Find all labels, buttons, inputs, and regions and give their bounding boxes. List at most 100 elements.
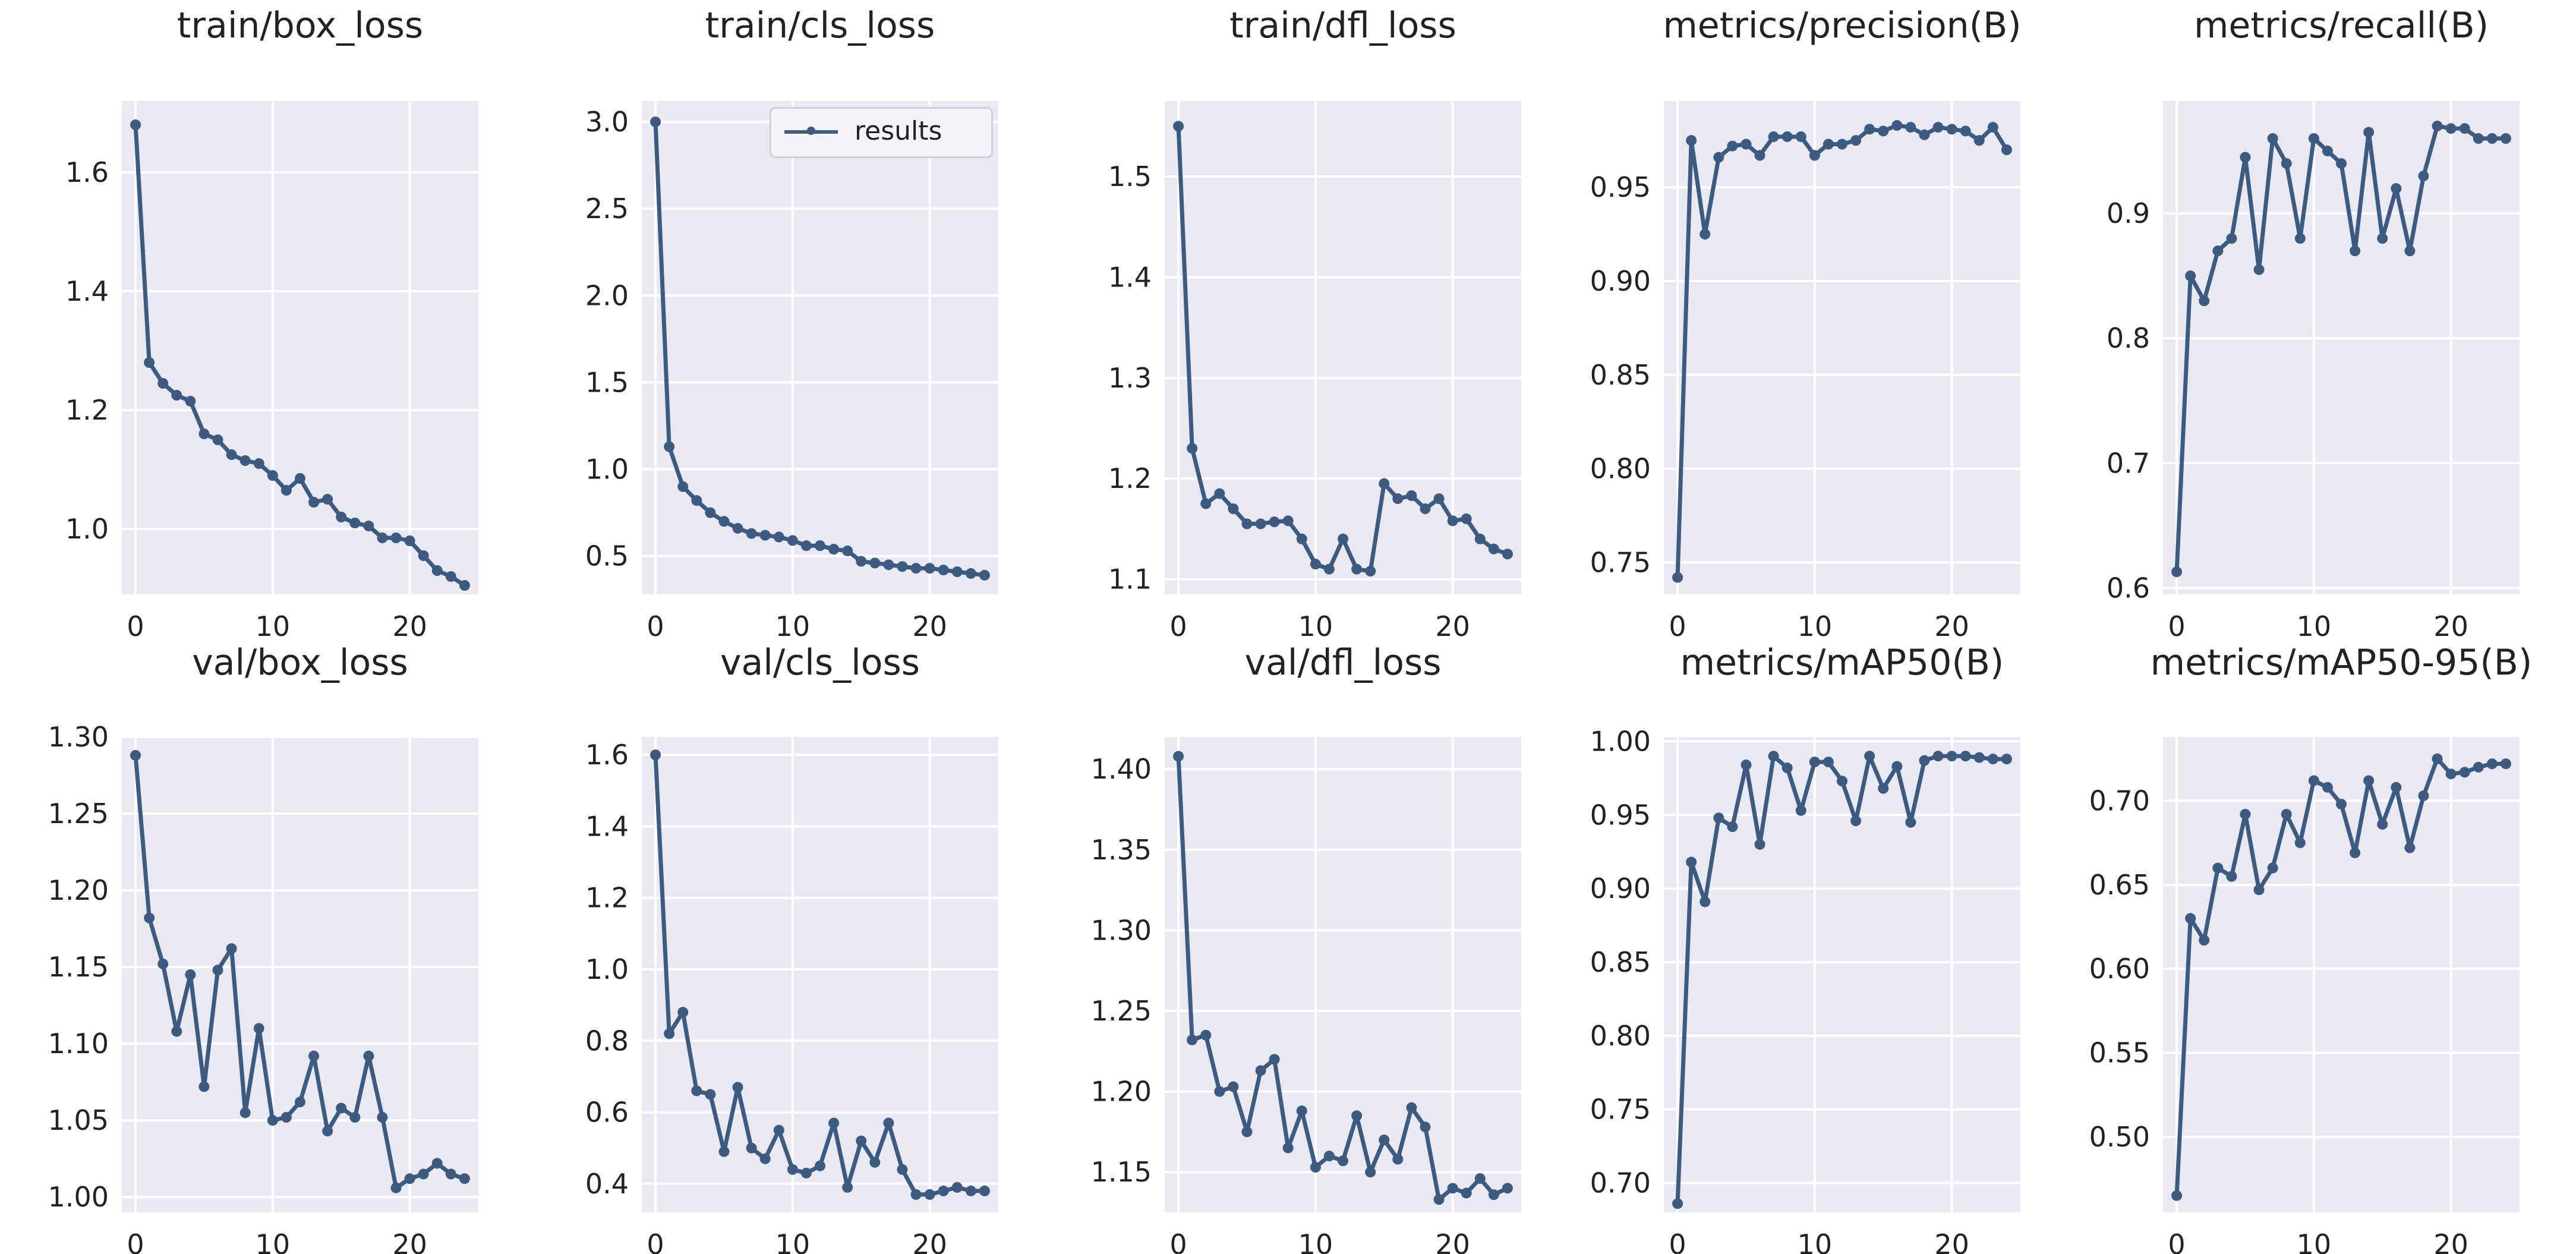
data-point <box>1488 543 1499 554</box>
data-point <box>295 1097 305 1108</box>
data-point <box>924 563 935 574</box>
data-point <box>2432 753 2443 764</box>
plot-area: 0 10 20 0.70 0.75 0.80 0.85 0.90 0.95 1.00 <box>1590 725 2020 1254</box>
y-tick-label: 1.2 <box>585 882 629 914</box>
chart-title: train/cls_loss <box>705 5 935 46</box>
data-point <box>1713 152 1724 163</box>
data-point <box>377 1112 388 1123</box>
legend-line-marker <box>784 127 838 135</box>
data-point <box>1310 559 1321 570</box>
data-point <box>883 559 894 571</box>
data-point <box>1946 751 1957 762</box>
data-point <box>1700 229 1711 240</box>
data-point <box>1850 815 1862 827</box>
data-point <box>979 1185 990 1196</box>
data-point <box>390 533 402 543</box>
y-tick-label: 1.40 <box>1091 753 1152 785</box>
data-point <box>924 1189 935 1200</box>
data-point <box>377 533 388 543</box>
data-point <box>198 428 210 439</box>
y-tick-label: 0.5 <box>585 540 629 572</box>
data-point <box>718 516 730 527</box>
data-point <box>2445 768 2457 780</box>
data-point <box>1754 150 1765 161</box>
data-point <box>1768 131 1779 142</box>
plot-area: 0 10 20 1.00 1.05 1.10 1.15 1.20 1.25 1.30 <box>48 721 478 1254</box>
data-point <box>1878 783 1889 794</box>
y-tick-label: 1.10 <box>48 1028 109 1060</box>
data-point <box>1905 122 1916 133</box>
x-tick-label: 0 <box>647 610 664 642</box>
data-point <box>1823 138 1834 150</box>
data-point <box>1173 751 1184 762</box>
y-tick-label: 0.65 <box>2089 869 2150 901</box>
data-point <box>1461 1187 1472 1199</box>
data-point <box>431 565 443 576</box>
data-point <box>1379 478 1390 489</box>
data-point <box>431 1158 443 1169</box>
data-point <box>1905 817 1916 828</box>
data-point <box>1987 122 1998 133</box>
data-point <box>404 1173 415 1184</box>
data-point <box>664 1028 675 1039</box>
data-point <box>1973 752 1985 763</box>
y-tick-label: 0.9 <box>2107 197 2150 229</box>
y-tick-label: 0.75 <box>1590 1094 1651 1126</box>
y-tick-label: 1.25 <box>48 798 109 830</box>
data-point <box>1392 1154 1404 1165</box>
chart-title: val/cls_loss <box>720 642 920 683</box>
data-point <box>650 116 661 128</box>
y-tick-label: 1.15 <box>48 951 109 983</box>
data-point <box>1960 125 1971 137</box>
x-tick-label: 0 <box>647 1228 664 1254</box>
data-point <box>1932 751 1944 762</box>
data-point <box>130 749 141 761</box>
data-point <box>459 1173 470 1184</box>
data-point <box>1282 1142 1294 1154</box>
data-point <box>1323 563 1335 575</box>
x-tick-label: 20 <box>2433 1228 2468 1254</box>
y-tick-label: 1.20 <box>1091 1076 1152 1108</box>
data-point <box>1255 518 1266 530</box>
plot-area: 0 10 20 0.50 0.55 0.60 0.65 0.70 <box>2089 737 2520 1254</box>
data-point <box>445 1168 456 1180</box>
data-point <box>157 378 169 389</box>
y-tick-label: 1.4 <box>65 275 109 307</box>
data-point <box>280 1112 292 1123</box>
plot-area: 0 10 20 1.1 1.2 1.3 1.4 1.5 <box>1108 101 1521 642</box>
data-point <box>1672 572 1683 583</box>
x-tick-label: 20 <box>912 610 947 642</box>
y-tick-label: 1.30 <box>1091 914 1152 946</box>
data-point <box>1282 515 1294 527</box>
data-point <box>965 568 976 579</box>
data-point <box>1433 493 1445 505</box>
plot-background <box>122 737 478 1212</box>
data-point <box>800 1167 812 1179</box>
data-point <box>171 390 182 401</box>
data-point <box>773 1124 784 1136</box>
data-point <box>938 1185 949 1196</box>
legend-label: results <box>855 116 942 146</box>
y-tick-label: 1.20 <box>48 874 109 906</box>
data-point <box>1782 131 1793 142</box>
data-point <box>897 561 908 572</box>
plot-background <box>1165 737 1521 1212</box>
x-tick-label: 10 <box>2297 1228 2332 1254</box>
data-point <box>828 1117 840 1129</box>
data-point <box>253 458 264 469</box>
data-point <box>1919 129 1930 140</box>
y-tick-label: 0.75 <box>1590 546 1651 578</box>
data-point <box>1850 135 1862 146</box>
plot-background <box>642 101 998 594</box>
chart-title: metrics/precision(B) <box>1663 5 2022 46</box>
data-point <box>2001 754 2012 765</box>
data-point <box>1379 1134 1390 1145</box>
data-point <box>1502 1183 1513 1194</box>
data-point <box>1228 1081 1239 1092</box>
y-tick-label: 1.5 <box>585 366 629 398</box>
data-point <box>2322 146 2333 157</box>
data-point <box>1864 751 1875 762</box>
data-point <box>130 119 141 130</box>
y-tick-label: 0.50 <box>2089 1121 2150 1153</box>
